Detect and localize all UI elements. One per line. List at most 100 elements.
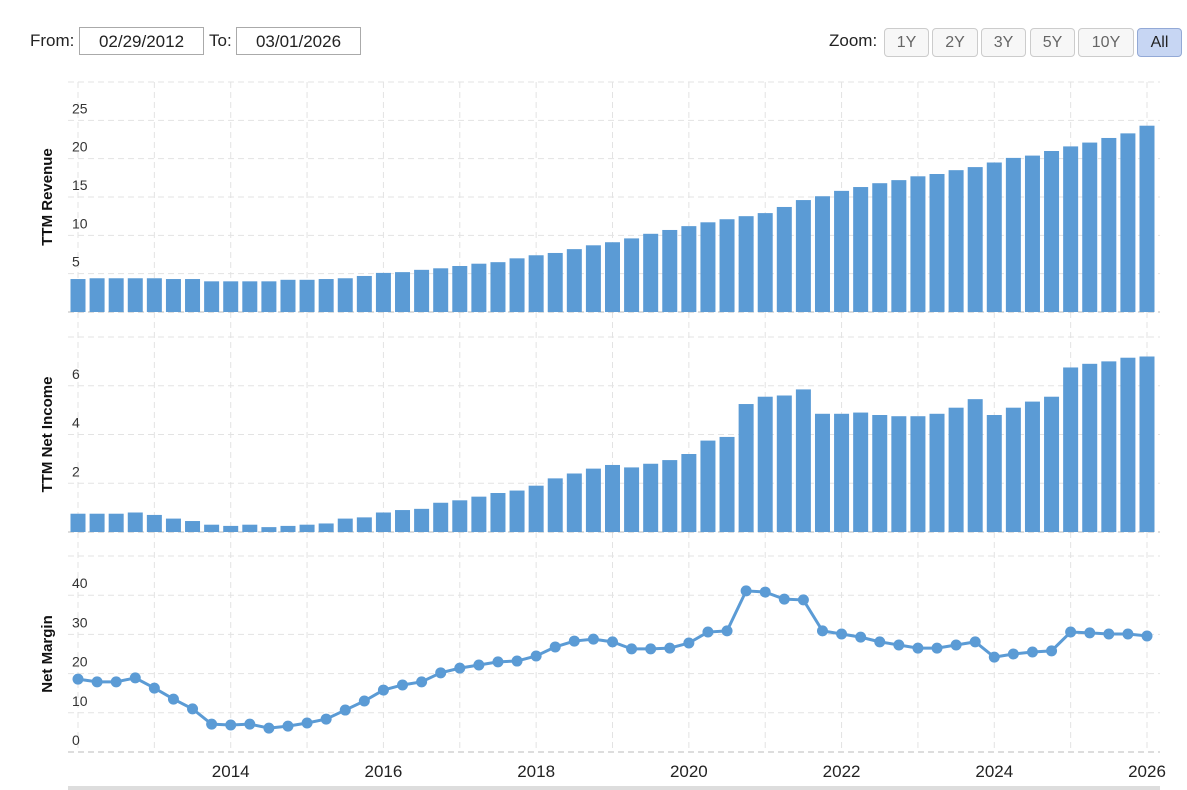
y-tick-label: 20 xyxy=(72,654,88,670)
x-tick-label: 2020 xyxy=(670,762,708,781)
bar xyxy=(337,278,353,312)
point xyxy=(683,637,695,649)
point xyxy=(740,585,752,597)
point xyxy=(950,639,962,651)
bar xyxy=(547,478,563,532)
bar xyxy=(299,524,315,532)
y-tick-label: 6 xyxy=(72,366,80,382)
bar xyxy=(375,272,391,312)
zoom-button[interactable]: 1Y xyxy=(884,28,929,57)
point xyxy=(492,656,504,668)
bar xyxy=(146,278,162,312)
x-tick-label: 2026 xyxy=(1128,762,1166,781)
point xyxy=(206,718,218,730)
y-tick-label: 4 xyxy=(72,415,80,431)
bar xyxy=(452,266,468,312)
zoom-button[interactable]: 5Y xyxy=(1030,28,1075,57)
bar xyxy=(70,279,86,312)
bar xyxy=(165,518,181,532)
bar xyxy=(585,245,601,312)
bar xyxy=(433,268,449,312)
point xyxy=(129,672,141,684)
bar xyxy=(528,485,544,532)
bar xyxy=(280,279,296,312)
point xyxy=(721,625,733,637)
bar xyxy=(242,524,258,532)
bar xyxy=(566,249,582,312)
x-tick-label: 2018 xyxy=(517,762,555,781)
bar xyxy=(70,513,86,532)
bar xyxy=(795,389,811,532)
bar xyxy=(585,468,601,532)
bar xyxy=(757,213,773,312)
bar xyxy=(356,517,372,532)
point xyxy=(91,676,103,688)
from-input[interactable]: 02/29/2012 xyxy=(79,27,204,55)
zoom-button[interactable]: 3Y xyxy=(981,28,1026,57)
bar xyxy=(318,279,334,312)
bar xyxy=(299,279,315,312)
bar xyxy=(738,216,754,312)
y-axis-title: TTM Revenue xyxy=(39,148,56,246)
x-tick-label: 2014 xyxy=(212,762,250,781)
zoom-button[interactable]: All xyxy=(1137,28,1182,57)
bar xyxy=(356,275,372,312)
bar xyxy=(776,206,792,312)
bar xyxy=(509,490,525,532)
to-label: To: xyxy=(209,31,232,50)
bar xyxy=(757,396,773,532)
point xyxy=(931,642,943,654)
bar xyxy=(910,416,926,532)
bar xyxy=(1005,157,1021,312)
point xyxy=(187,703,199,715)
bar xyxy=(605,242,620,312)
bar xyxy=(986,162,1002,312)
point xyxy=(912,642,924,654)
point xyxy=(416,676,428,688)
zoom-button[interactable]: 10Y xyxy=(1078,28,1134,57)
bar xyxy=(1120,133,1136,312)
y-axis-title: TTM Net Income xyxy=(39,377,56,493)
bar xyxy=(566,473,582,532)
point xyxy=(511,655,523,667)
bar xyxy=(1044,151,1060,312)
bar xyxy=(185,279,201,312)
bar xyxy=(185,521,201,532)
bar xyxy=(395,272,411,312)
zoom-button[interactable]: 2Y xyxy=(932,28,978,57)
bar xyxy=(108,513,124,532)
bar xyxy=(261,527,277,532)
bar xyxy=(643,463,659,532)
bar xyxy=(280,525,296,532)
from-label: From: xyxy=(30,31,75,50)
bar xyxy=(108,278,124,312)
point xyxy=(1007,648,1019,660)
point xyxy=(816,625,828,637)
bar xyxy=(624,238,640,312)
bar xyxy=(375,512,391,532)
bar xyxy=(414,508,430,532)
point xyxy=(988,651,1000,663)
bar xyxy=(719,436,735,532)
point xyxy=(473,659,485,671)
x-tick-label: 2016 xyxy=(365,762,403,781)
x-tick-label: 2024 xyxy=(975,762,1013,781)
bar xyxy=(814,196,830,312)
bar xyxy=(891,180,907,312)
bar xyxy=(700,440,716,532)
to-input[interactable]: 03/01/2026 xyxy=(236,27,361,55)
point xyxy=(568,635,580,647)
bar xyxy=(1082,363,1098,532)
bar xyxy=(414,269,430,312)
point xyxy=(454,662,466,674)
point xyxy=(759,586,771,598)
bar xyxy=(662,229,678,312)
bar xyxy=(643,233,659,312)
bar xyxy=(89,278,105,312)
bar xyxy=(853,187,869,312)
bar xyxy=(1101,361,1117,532)
bar xyxy=(204,281,220,312)
point xyxy=(263,722,275,734)
y-tick-label: 5 xyxy=(72,254,80,270)
